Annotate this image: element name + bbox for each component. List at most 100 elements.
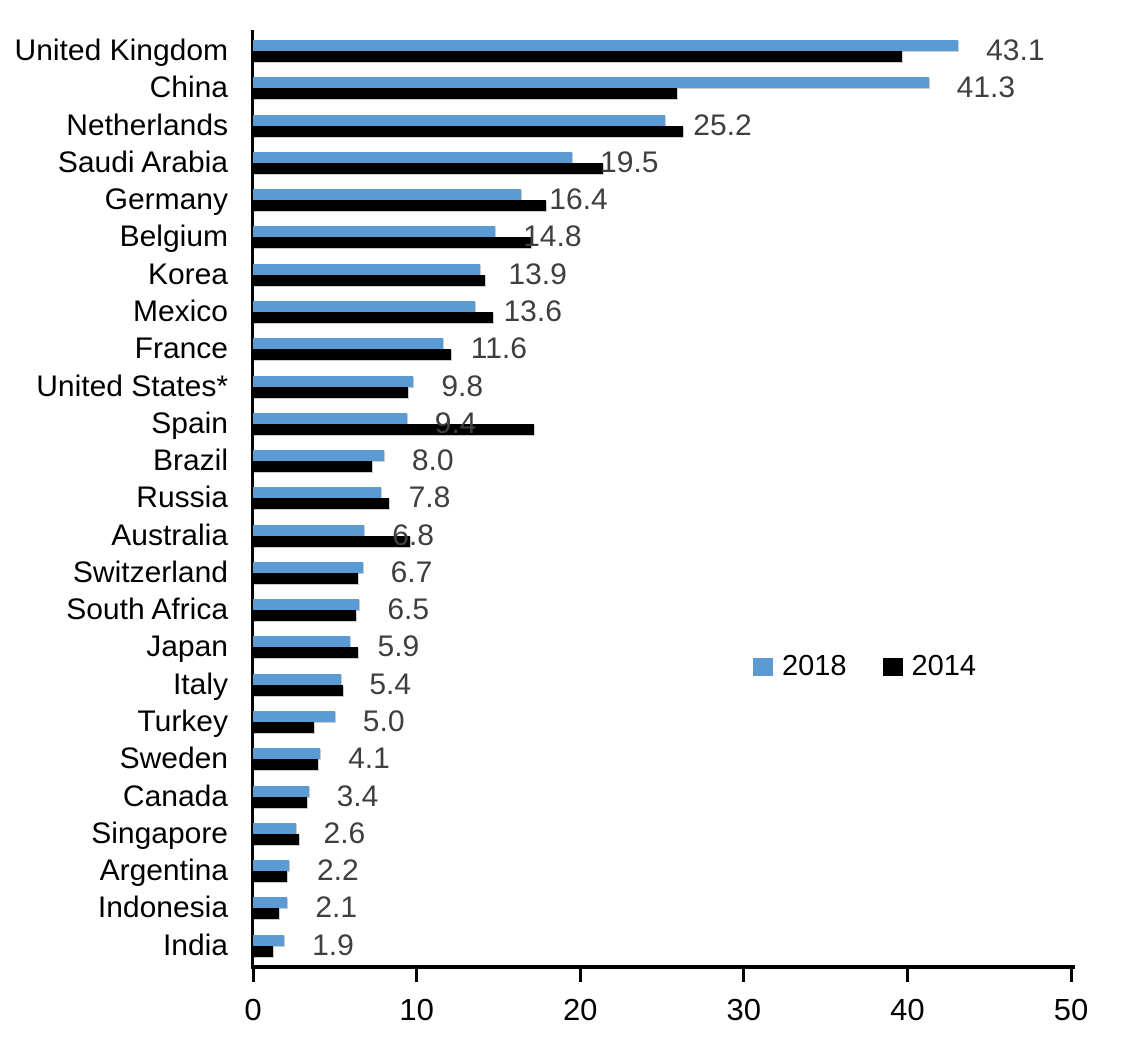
- bar-2018: [253, 636, 350, 648]
- value-label: 5.9: [377, 630, 420, 664]
- bar-2018: [253, 934, 285, 946]
- bar-2018: [253, 375, 414, 387]
- category-label: Italy: [172, 667, 228, 701]
- bar-2018: [253, 897, 288, 909]
- x-tick: [251, 969, 255, 982]
- x-tick: [1069, 969, 1073, 982]
- bar-2014: [253, 200, 546, 212]
- bar-2014: [253, 871, 288, 883]
- bar-2018: [253, 673, 342, 685]
- value-label: 11.6: [470, 332, 527, 366]
- category-label: Australia: [111, 518, 228, 552]
- category-label: South Africa: [66, 593, 228, 627]
- category-label: Korea: [147, 257, 228, 291]
- x-tick-label: 40: [890, 992, 925, 1027]
- category-label: Netherlands: [66, 108, 228, 142]
- value-label: 13.9: [508, 257, 567, 291]
- category-label: Spain: [151, 406, 228, 440]
- bar-2014: [253, 498, 389, 510]
- bar-2014: [253, 274, 486, 286]
- bar-2014: [253, 349, 451, 361]
- value-label: 13.6: [503, 294, 562, 328]
- bar-2014: [253, 237, 532, 249]
- bar-2018: [253, 711, 335, 723]
- x-tick: [742, 969, 746, 982]
- category-label: Belgium: [119, 220, 228, 254]
- value-label: 43.1: [986, 34, 1045, 67]
- category-label: Sweden: [119, 742, 228, 776]
- bar-2018: [253, 524, 365, 536]
- category-label: Turkey: [137, 705, 228, 739]
- category-label: Saudi Arabia: [57, 145, 228, 179]
- value-label: 6.8: [392, 518, 434, 552]
- bar-2018: [253, 748, 321, 760]
- value-label: 6.7: [390, 555, 433, 589]
- x-tick: [905, 969, 909, 982]
- bar-2014: [253, 684, 343, 696]
- x-tick-label: 30: [726, 992, 762, 1027]
- category-label: France: [134, 332, 228, 366]
- x-tick: [578, 969, 582, 982]
- bar-2018: [253, 412, 407, 424]
- x-tick-label: 0: [244, 992, 262, 1027]
- value-label: 5.4: [369, 667, 412, 701]
- bar-2014: [253, 945, 273, 957]
- bar-2018: [253, 785, 309, 797]
- value-label: 3.4: [336, 779, 379, 813]
- bar-2018: [253, 40, 959, 51]
- category-label: Russia: [136, 481, 228, 515]
- bar-2018: [253, 226, 496, 238]
- value-label: 41.3: [956, 71, 1016, 105]
- bar-2014: [253, 461, 373, 473]
- bar-2018: [253, 338, 443, 350]
- value-label: 19.5: [600, 145, 659, 179]
- bar-2014: [253, 88, 677, 100]
- y-axis: [251, 30, 254, 969]
- category-label: China: [149, 71, 228, 105]
- value-label: 14.8: [523, 220, 582, 254]
- x-tick: [415, 969, 419, 982]
- bar-2014: [253, 386, 409, 398]
- bar-2018: [253, 114, 666, 126]
- category-label: United Kingdom: [14, 34, 228, 67]
- bar-2018: [253, 77, 929, 89]
- bar-2018: [253, 263, 481, 275]
- legend-item-2014: 2014: [882, 652, 976, 681]
- bar-2014: [253, 722, 314, 734]
- legend: 2018 2014: [753, 652, 976, 681]
- bar-2014: [253, 610, 357, 622]
- bar-2018: [253, 487, 381, 499]
- category-label: Brazil: [152, 444, 228, 478]
- value-label: 4.1: [348, 742, 390, 776]
- value-label: 2.1: [315, 891, 358, 925]
- bar-2014: [253, 833, 299, 845]
- bar-2014: [253, 125, 684, 137]
- category-label: Mexico: [132, 294, 228, 328]
- bar-2014: [253, 908, 280, 920]
- bar-2014: [253, 647, 358, 659]
- x-tick-label: 10: [399, 992, 434, 1027]
- category-label: Canada: [122, 779, 228, 813]
- bar-2018: [253, 151, 573, 163]
- bar-2014: [253, 51, 903, 62]
- bar-2014: [253, 759, 319, 771]
- bar-2014: [253, 535, 411, 547]
- value-label: 2.2: [316, 854, 359, 888]
- bar-2018: [253, 860, 289, 872]
- category-label: Argentina: [99, 854, 228, 888]
- bar-2014: [253, 796, 307, 808]
- category-label: Germany: [104, 183, 228, 217]
- value-label: 7.8: [408, 481, 451, 515]
- value-label: 8.0: [411, 444, 454, 478]
- value-label: 9.8: [441, 369, 484, 403]
- bar-2014: [253, 162, 604, 174]
- x-tick-label: 50: [1053, 992, 1089, 1027]
- bar-2014: [253, 423, 535, 435]
- category-label: Japan: [146, 630, 228, 664]
- value-label: 5.0: [362, 705, 405, 739]
- bar-2018: [253, 561, 363, 573]
- legend-swatch-2018: [753, 657, 773, 676]
- x-tick-label: 20: [562, 992, 598, 1027]
- bar-2014: [253, 572, 358, 584]
- category-label: United States*: [36, 369, 228, 403]
